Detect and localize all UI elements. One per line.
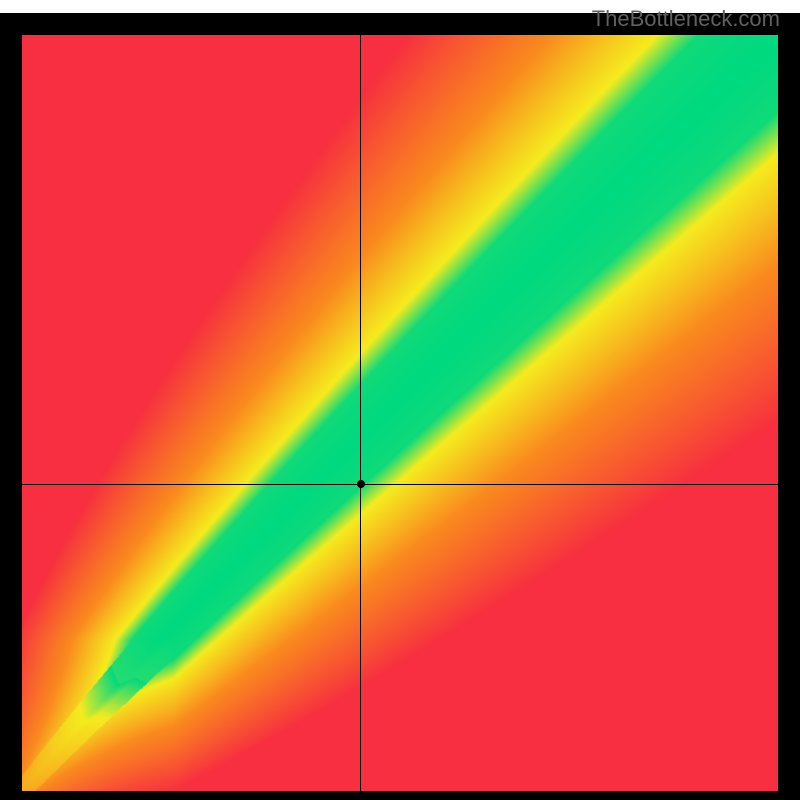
crosshair-horizontal — [22, 484, 778, 485]
heatmap-canvas — [22, 35, 778, 791]
crosshair-vertical — [360, 35, 361, 791]
chart-container: TheBottleneck.com — [0, 0, 800, 800]
bottleneck-point — [357, 480, 365, 488]
watermark-text: TheBottleneck.com — [592, 6, 780, 32]
